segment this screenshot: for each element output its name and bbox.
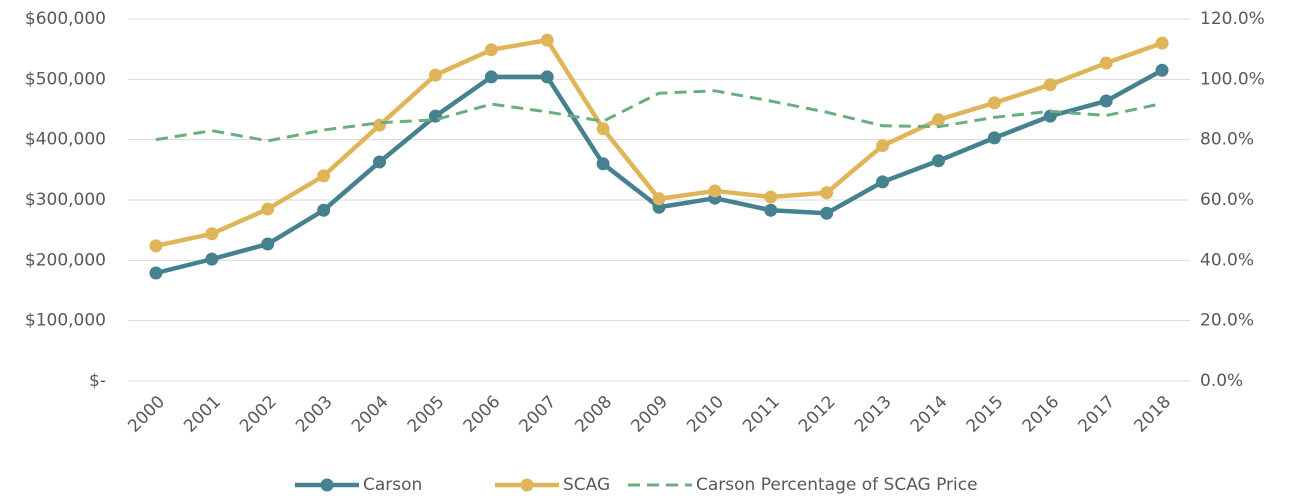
legend-marker [320,478,334,492]
x-tick-label: 2015 [963,392,1008,437]
point [149,239,163,253]
point [764,203,778,217]
y2-tick-label: 0.0% [1200,371,1243,391]
x-tick-label: 2009 [627,392,672,437]
x-tick-label: 2014 [907,392,952,437]
x-tick-label: 2012 [795,392,840,437]
point [764,190,778,204]
point [931,113,945,127]
point [876,139,890,153]
x-tick-label: 2003 [292,392,337,437]
point [987,96,1001,110]
legend-label: Carson Percentage of SCAG Price [696,475,978,495]
point [1099,94,1113,108]
point [373,118,387,132]
point [708,184,722,198]
point [205,227,219,241]
series-line [155,89,1163,143]
point [540,70,554,84]
x-tick-label: 2016 [1019,392,1064,437]
point [1155,36,1169,50]
y2-tick-label: 100.0% [1200,69,1265,89]
point [931,154,945,168]
y2-tick-label: 80.0% [1200,130,1254,150]
point [149,266,163,280]
point [428,68,442,82]
y2-tick-label: 40.0% [1200,250,1254,270]
point [484,70,498,84]
point [820,206,834,220]
x-tick-label: 2005 [404,392,449,437]
point [373,155,387,169]
point [820,186,834,200]
y-tick-label: $- [89,371,106,391]
y-tick-label: $500,000 [25,69,106,89]
legend-label: SCAG [563,475,610,495]
y-tick-label: $400,000 [25,130,106,150]
point [261,202,275,216]
point [596,157,610,171]
point [876,175,890,189]
x-tick-label: 2010 [683,392,728,437]
x-tick-label: 2006 [460,392,505,437]
series-line [155,37,1163,249]
point [540,33,554,47]
x-tick-label: 2000 [124,392,169,437]
y2-tick-label: 20.0% [1200,311,1254,331]
x-tick-label: 2008 [571,392,616,437]
y2-tick-label: 60.0% [1200,190,1254,210]
series-line [155,68,1164,276]
y-tick-label: $300,000 [25,190,106,210]
point [317,169,331,183]
legend-label: Carson [363,475,422,495]
legend-marker [520,478,534,492]
point [652,192,666,206]
point [1155,63,1169,77]
point [1043,78,1057,92]
x-tick-label: 2002 [236,392,281,437]
x-tick-label: 2017 [1074,392,1119,437]
y2-tick-label: 120.0% [1200,9,1265,29]
x-tick-label: 2011 [739,392,784,437]
x-tick-label: 2007 [516,392,561,437]
point [484,43,498,57]
point [1099,56,1113,70]
point [317,203,331,217]
point [428,109,442,123]
y-tick-label: $600,000 [25,9,106,29]
y-tick-label: $200,000 [25,250,106,270]
point [261,237,275,251]
x-tick-label: 2004 [348,392,393,437]
point [205,252,219,266]
x-tick-label: 2018 [1130,392,1175,437]
x-tick-label: 2001 [180,392,225,437]
x-tick-label: 2013 [851,392,896,437]
point [596,122,610,136]
point [987,131,1001,145]
y-tick-label: $100,000 [25,311,106,331]
